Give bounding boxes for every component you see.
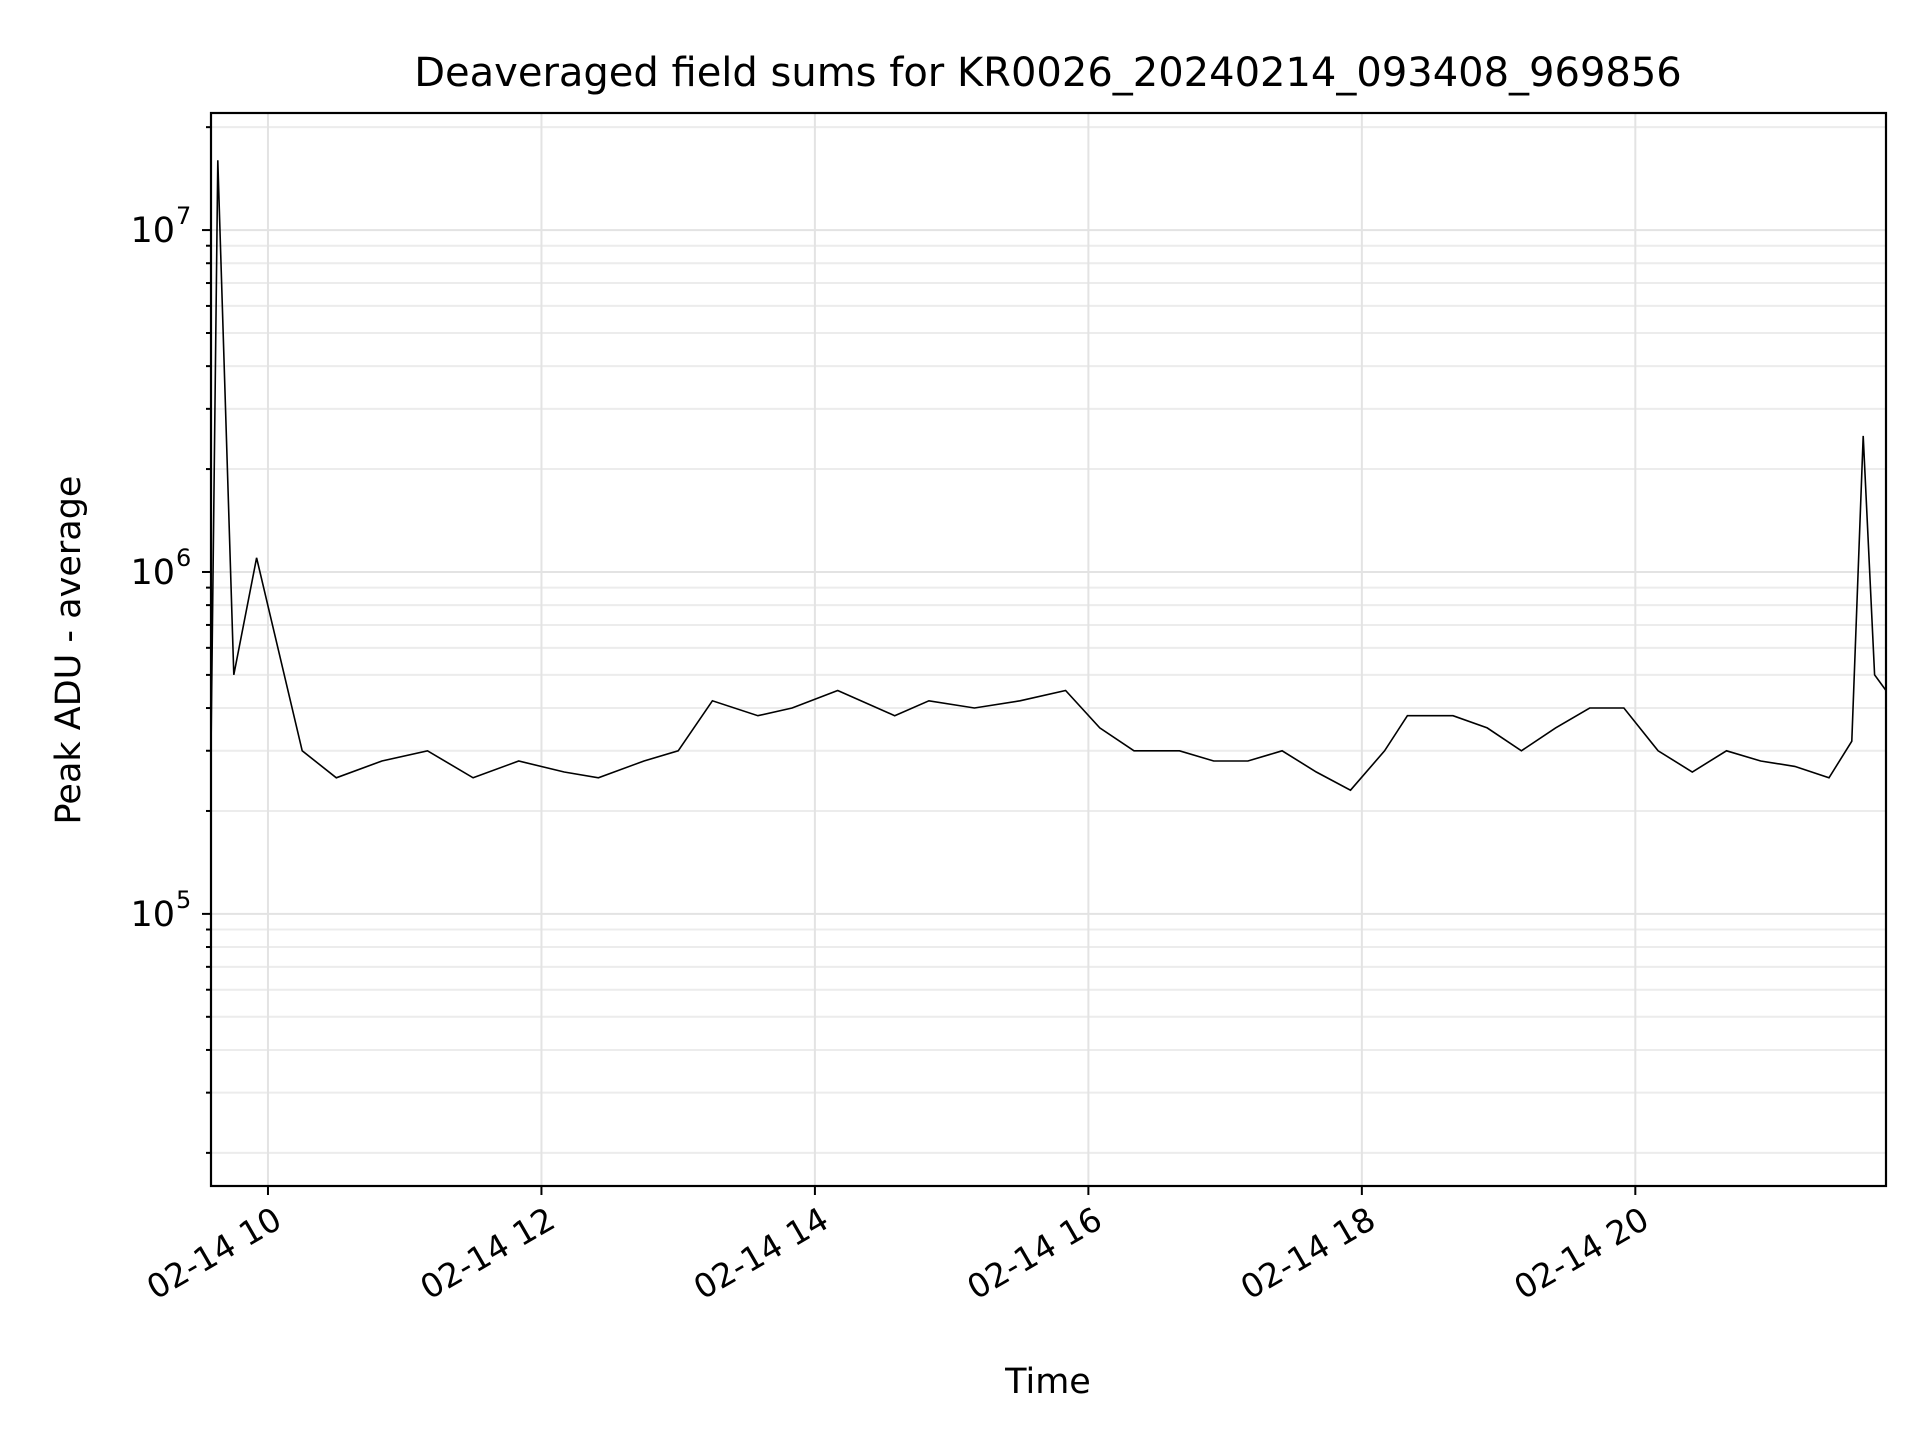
x-tick-label: 02-14 16 bbox=[960, 1199, 1108, 1307]
y-tick-label: 10 bbox=[130, 553, 175, 593]
y-tick-label: 10 bbox=[130, 211, 175, 251]
y-tick-label-exponent: 6 bbox=[176, 544, 191, 572]
x-axis-label: Time bbox=[1004, 1362, 1091, 1402]
y-tick-label-exponent: 5 bbox=[176, 886, 191, 914]
x-tick-label: 02-14 10 bbox=[140, 1199, 288, 1307]
y-tick-label-exponent: 7 bbox=[176, 202, 191, 230]
series-line bbox=[211, 160, 1886, 792]
y-tick-label: 10 bbox=[130, 895, 175, 935]
x-tick-label: 02-14 12 bbox=[413, 1199, 561, 1307]
y-axis-label: Peak ADU - average bbox=[49, 476, 89, 825]
chart-title: Deaveraged field sums for KR0026_2024021… bbox=[414, 50, 1682, 96]
x-tick-label: 02-14 14 bbox=[687, 1199, 835, 1307]
grid-lines bbox=[211, 113, 1886, 1186]
plot-frame bbox=[209, 111, 1888, 1188]
x-tick-label: 02-14 20 bbox=[1507, 1199, 1655, 1307]
x-tick-label: 02-14 18 bbox=[1234, 1199, 1382, 1307]
series-layer bbox=[211, 160, 1886, 792]
